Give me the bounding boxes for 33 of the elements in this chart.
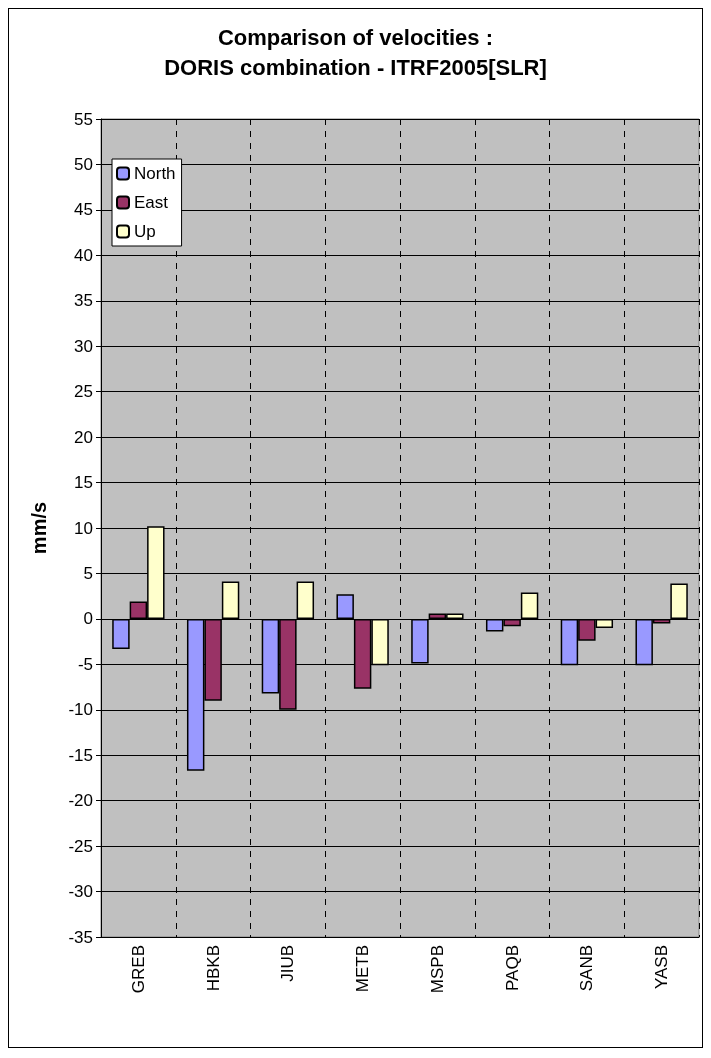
y-tick-label: 0: [83, 609, 93, 629]
y-tick-label: 45: [74, 200, 93, 220]
y-tick-label: 15: [74, 473, 93, 493]
x-tick-label: SANB: [577, 945, 597, 992]
x-tick-label: PAQB: [502, 945, 522, 991]
y-tick-label: -15: [68, 745, 93, 765]
y-tick-label: 55: [74, 109, 93, 129]
x-tick-label: MSPB: [427, 945, 447, 994]
x-tick-label: YASB: [652, 945, 672, 990]
y-tick-label: 40: [74, 245, 93, 265]
y-axis-title: mm/s: [28, 501, 50, 555]
x-tick-label: METB: [353, 945, 373, 993]
chart-subtitle: DORIS combination - ITRF2005[SLR]: [164, 54, 547, 80]
y-tick-label: -20: [68, 791, 93, 811]
y-tick-label: -35: [68, 927, 93, 947]
y-tick-label: -25: [68, 836, 93, 856]
x-tick-label: JIUB: [278, 945, 298, 982]
x-tick-label: HBKB: [203, 945, 223, 992]
legend-label: East: [134, 193, 169, 212]
y-tick-label: 30: [74, 336, 93, 356]
y-tick-label: -30: [68, 882, 93, 902]
y-tick-label: -5: [77, 654, 93, 674]
x-tick-label: GREB: [128, 945, 148, 994]
y-tick-label: 50: [74, 154, 93, 174]
y-tick-label: 35: [74, 291, 93, 311]
legend-label: North: [134, 164, 176, 183]
y-tick-label: 25: [74, 382, 93, 402]
y-tick-label: 10: [74, 518, 93, 538]
chart-title: Comparison of velocities :: [217, 24, 494, 50]
y-tick-label: -10: [68, 700, 93, 720]
legend-label: Up: [134, 222, 156, 241]
y-tick-label: 20: [74, 427, 93, 447]
y-tick-label: 5: [83, 563, 93, 583]
